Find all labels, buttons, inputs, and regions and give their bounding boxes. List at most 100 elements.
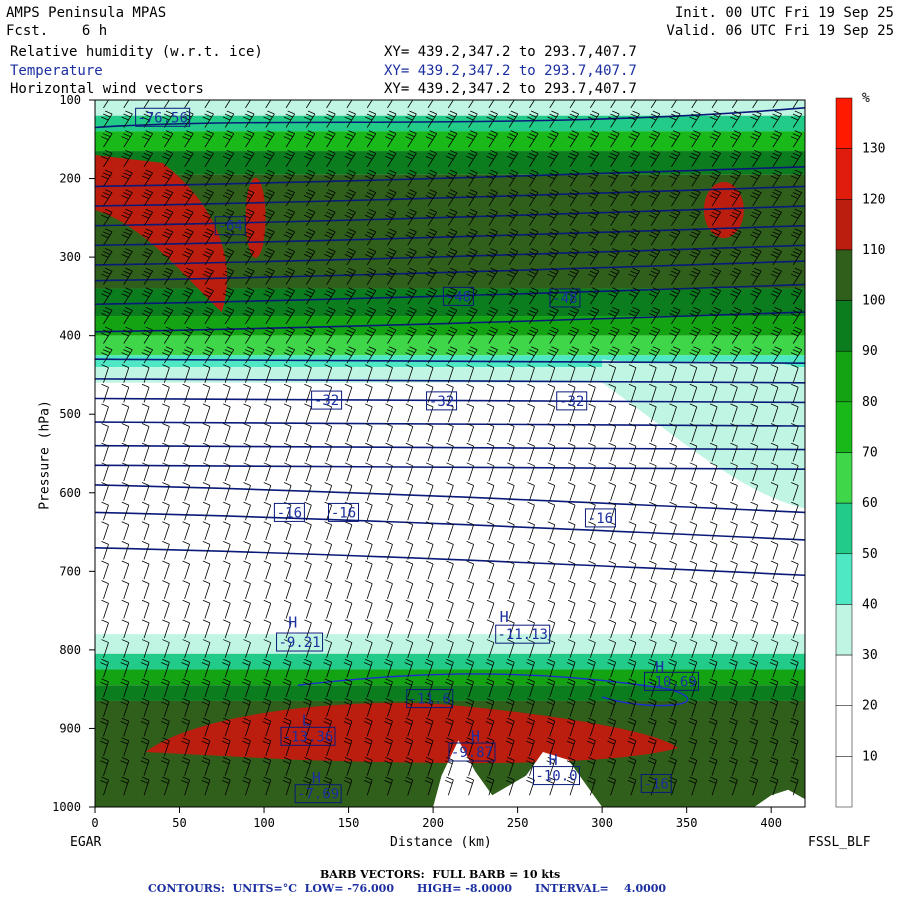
wind-barb xyxy=(527,599,535,619)
wind-barb xyxy=(121,560,130,580)
wind-barb xyxy=(628,383,637,403)
wind-barb xyxy=(749,658,759,678)
wind-barb xyxy=(364,307,377,325)
wind-barb xyxy=(527,208,539,226)
wind-barb xyxy=(547,599,556,619)
temp-label: -10.69 xyxy=(646,674,697,690)
wind-barb xyxy=(182,521,191,541)
colorbar-bin xyxy=(835,97,853,149)
wind-barb xyxy=(791,540,799,560)
wind-barb xyxy=(162,540,170,560)
wind-barb xyxy=(466,580,475,599)
wind-barb xyxy=(567,599,576,619)
wind-barb xyxy=(628,287,640,305)
wind-barb xyxy=(222,189,235,207)
wind-barb xyxy=(648,307,661,325)
wind-barb xyxy=(445,110,458,128)
wind-barb xyxy=(627,717,637,737)
wind-barb xyxy=(405,599,414,619)
wind-barb xyxy=(405,540,414,560)
wind-barb xyxy=(567,639,576,658)
wind-barb xyxy=(668,717,677,737)
wind-barb xyxy=(608,462,617,482)
wind-barb xyxy=(346,100,353,109)
wind-barb xyxy=(608,189,620,207)
wind-barb xyxy=(263,639,272,658)
wind-barb xyxy=(689,228,701,246)
wind-barb xyxy=(182,228,194,246)
wind-barb xyxy=(283,521,292,541)
wind-barb xyxy=(283,540,292,560)
wind-barb xyxy=(628,560,637,580)
wind-barb xyxy=(466,442,475,462)
wind-barb xyxy=(729,658,738,678)
wind-barb xyxy=(445,776,454,796)
temp-label: -13.36 xyxy=(283,729,334,745)
wind-barb xyxy=(262,678,272,698)
wind-barb xyxy=(263,149,275,167)
wind-barb xyxy=(324,208,336,226)
wind-barb xyxy=(648,208,661,226)
wind-barb xyxy=(669,482,677,501)
wind-barb xyxy=(202,287,214,305)
model-title: AMPS Peninsula MPAS xyxy=(6,5,167,21)
wind-barb xyxy=(505,717,515,737)
wind-barb xyxy=(283,267,296,285)
x-tick-label: 350 xyxy=(676,816,698,830)
wind-barb xyxy=(649,599,657,619)
temp-label-box xyxy=(406,689,454,709)
wind-barb xyxy=(445,326,458,344)
wind-barb xyxy=(628,580,637,599)
wind-barb xyxy=(161,267,174,285)
field-3-name: Horizontal wind vectors xyxy=(10,81,204,97)
wind-barb xyxy=(649,619,657,639)
wind-barb xyxy=(263,130,275,148)
wind-barb xyxy=(344,540,353,560)
wind-barb xyxy=(202,403,211,423)
wind-barb xyxy=(282,658,292,678)
wind-barb xyxy=(121,189,133,207)
wind-barb xyxy=(141,169,154,187)
wind-barb xyxy=(669,423,677,442)
wind-barb xyxy=(223,383,231,403)
colorbar-bin xyxy=(835,705,853,757)
wind-barb xyxy=(181,717,191,737)
y-tick-label: 600 xyxy=(59,486,81,500)
wind-barb xyxy=(404,717,414,737)
wind-barb xyxy=(547,403,556,423)
wind-barb xyxy=(649,383,657,403)
wind-barb xyxy=(162,423,170,442)
wind-barb xyxy=(750,423,759,442)
wind-barb xyxy=(770,364,779,383)
wind-barb xyxy=(770,189,782,207)
wind-barb xyxy=(608,326,620,344)
wind-barb xyxy=(466,248,478,266)
wind-barb xyxy=(223,442,231,462)
colorbar-tick-label: 120 xyxy=(862,192,885,207)
wind-barb xyxy=(425,228,438,246)
wind-barb xyxy=(202,560,211,580)
wind-barb xyxy=(446,639,454,658)
wind-barb xyxy=(365,482,373,501)
field-2-name: Temperature xyxy=(10,63,103,79)
temp-label-box xyxy=(280,726,336,746)
wind-barb xyxy=(121,619,130,639)
wind-barb xyxy=(405,130,417,148)
wind-barb xyxy=(729,326,742,344)
wind-barb xyxy=(791,403,799,423)
wind-barb xyxy=(669,169,681,187)
wind-barb xyxy=(282,757,292,776)
wind-barb xyxy=(790,208,803,226)
wind-barb xyxy=(689,326,701,344)
wind-barb xyxy=(526,757,535,776)
wind-barb xyxy=(222,346,235,364)
wind-barb xyxy=(424,776,434,796)
wind-barb xyxy=(647,757,657,776)
temp-label-box xyxy=(533,766,580,786)
wind-barb xyxy=(790,130,803,148)
wind-barb xyxy=(789,658,799,678)
wind-barb xyxy=(649,560,657,580)
wind-barb xyxy=(101,287,113,305)
wind-barb xyxy=(628,228,640,246)
wind-barb xyxy=(405,110,417,128)
